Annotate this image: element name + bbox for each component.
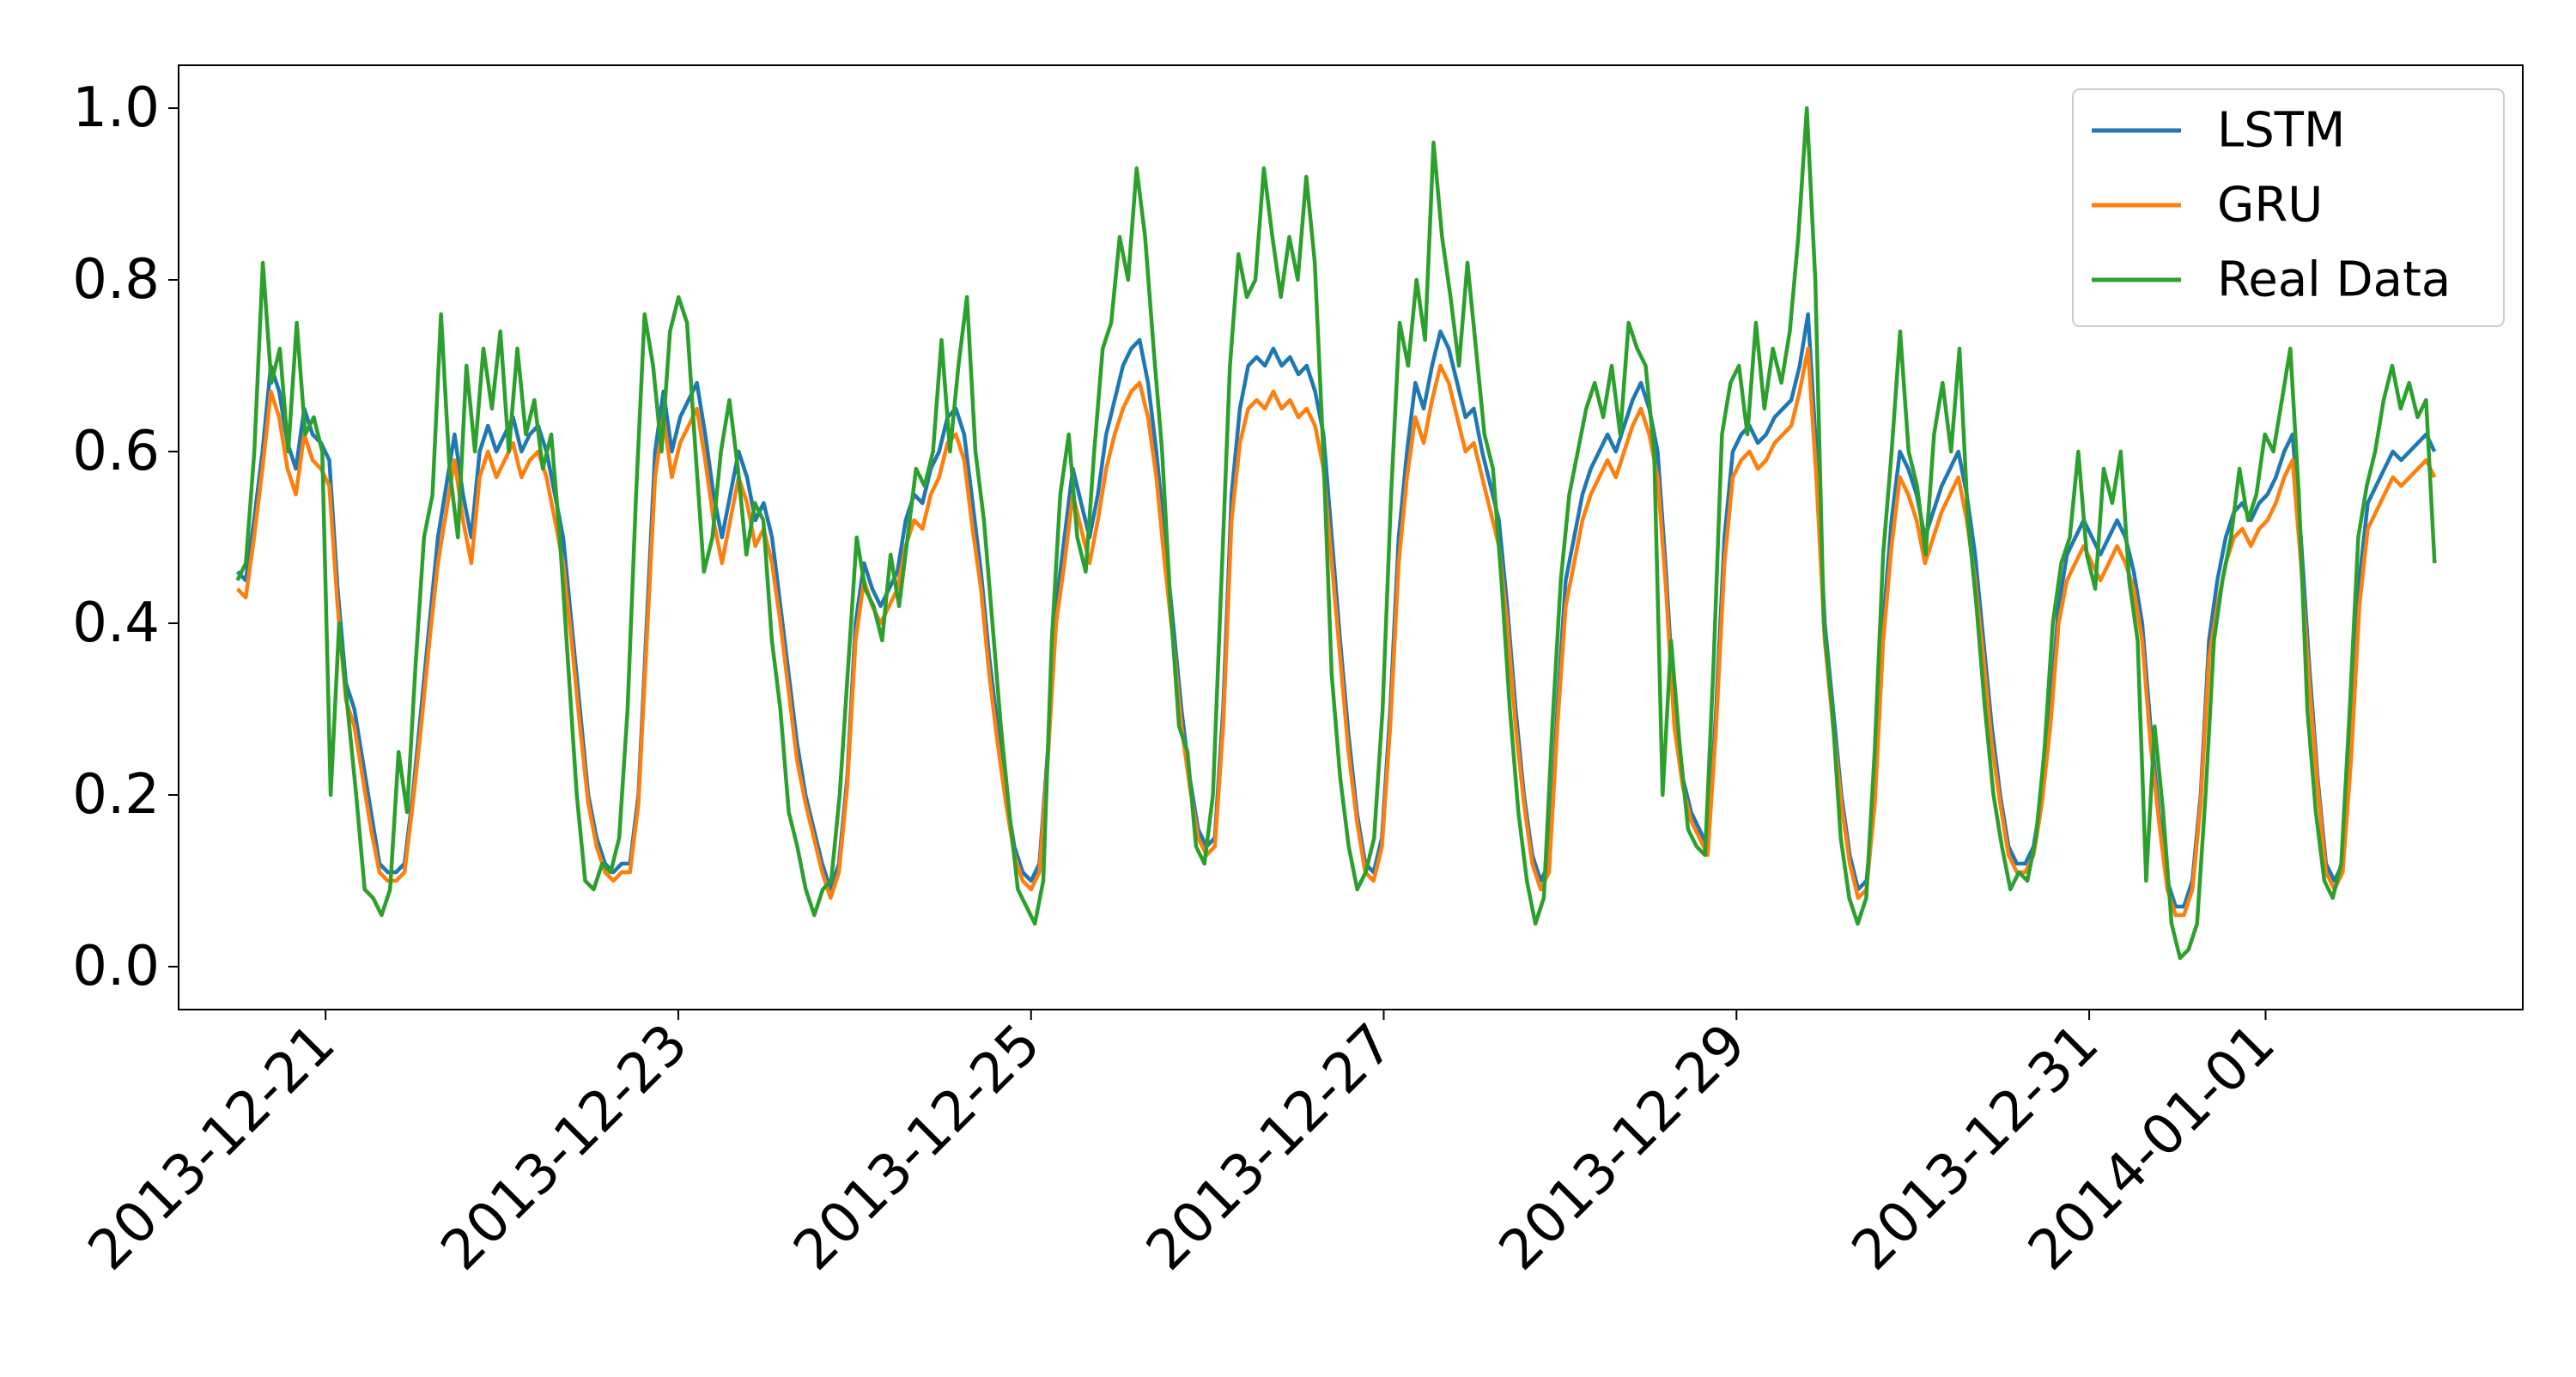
y-tick-label: 0.0 <box>72 935 160 998</box>
legend-label-real-data: Real Data <box>2217 252 2451 308</box>
legend-label-gru: GRU <box>2217 178 2323 234</box>
legend-box <box>2072 88 2505 327</box>
series-layer <box>235 106 2437 961</box>
y-tick-label: 0.4 <box>72 591 160 655</box>
y-tick-label: 0.6 <box>72 420 160 483</box>
series-line-gru <box>235 346 2437 918</box>
y-tick-label: 1.0 <box>72 76 160 140</box>
y-tick-label: 0.8 <box>72 248 160 312</box>
series-line-real-data <box>235 106 2437 961</box>
legend-label-lstm: LSTM <box>2217 103 2345 159</box>
legend: LSTM GRU Real Data <box>2072 88 2505 327</box>
y-tick-label: 0.2 <box>72 763 160 827</box>
plot-frame <box>178 64 2524 1010</box>
